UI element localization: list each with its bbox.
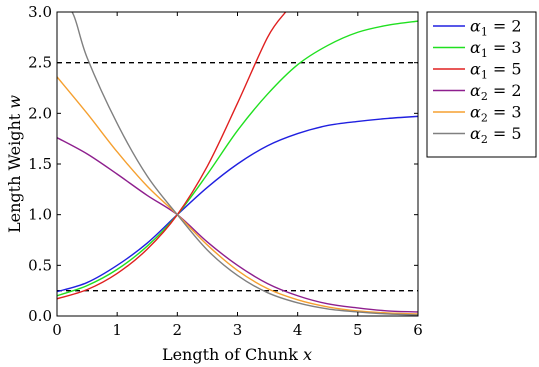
y-axis-label: Length Weight w [5,95,24,233]
legend-entry-5: α2 = 3 [470,103,522,125]
y-tick-label: 2.5 [28,54,52,72]
y-tick-label: 2.0 [28,104,52,122]
series-line-6 [57,12,418,316]
series-line-2 [57,20,418,297]
reference-lines [57,62,418,292]
x-tick-label: 1 [112,321,122,339]
series-line-4 [57,137,418,313]
x-tick-label: 4 [293,321,303,339]
x-axis-ticks: 0 1 2 3 4 5 6 [52,12,423,339]
legend-entry-1: α1 = 2 [470,17,522,39]
series-lines [57,12,418,316]
y-tick-label: 1.0 [28,206,52,224]
x-axis-label: Length of Chunk x [162,345,312,364]
y-tick-label: 0.5 [28,256,52,274]
legend-entry-2: α1 = 3 [470,38,522,60]
y-tick-label: 3.0 [28,3,52,21]
x-tick-label: 2 [173,321,183,339]
y-axis-ticks: 0.0 0.5 1.0 1.5 2.0 2.5 3.0 [28,3,418,325]
x-tick-label: 0 [52,321,62,339]
legend: α1 = 2α1 = 3α1 = 5α2 = 2α2 = 3α2 = 5 [426,11,537,158]
series-line-1 [57,115,418,293]
x-tick-label: 6 [413,321,423,339]
series-line-5 [57,76,418,315]
x-tick-label: 5 [353,321,363,339]
legend-entry-3: α1 = 5 [470,60,522,82]
legend-entry-6: α2 = 5 [470,124,522,146]
y-tick-label: 1.5 [28,155,52,173]
y-tick-label: 0.0 [28,307,52,325]
legend-entry-4: α2 = 2 [470,81,522,103]
x-tick-label: 3 [233,321,243,339]
